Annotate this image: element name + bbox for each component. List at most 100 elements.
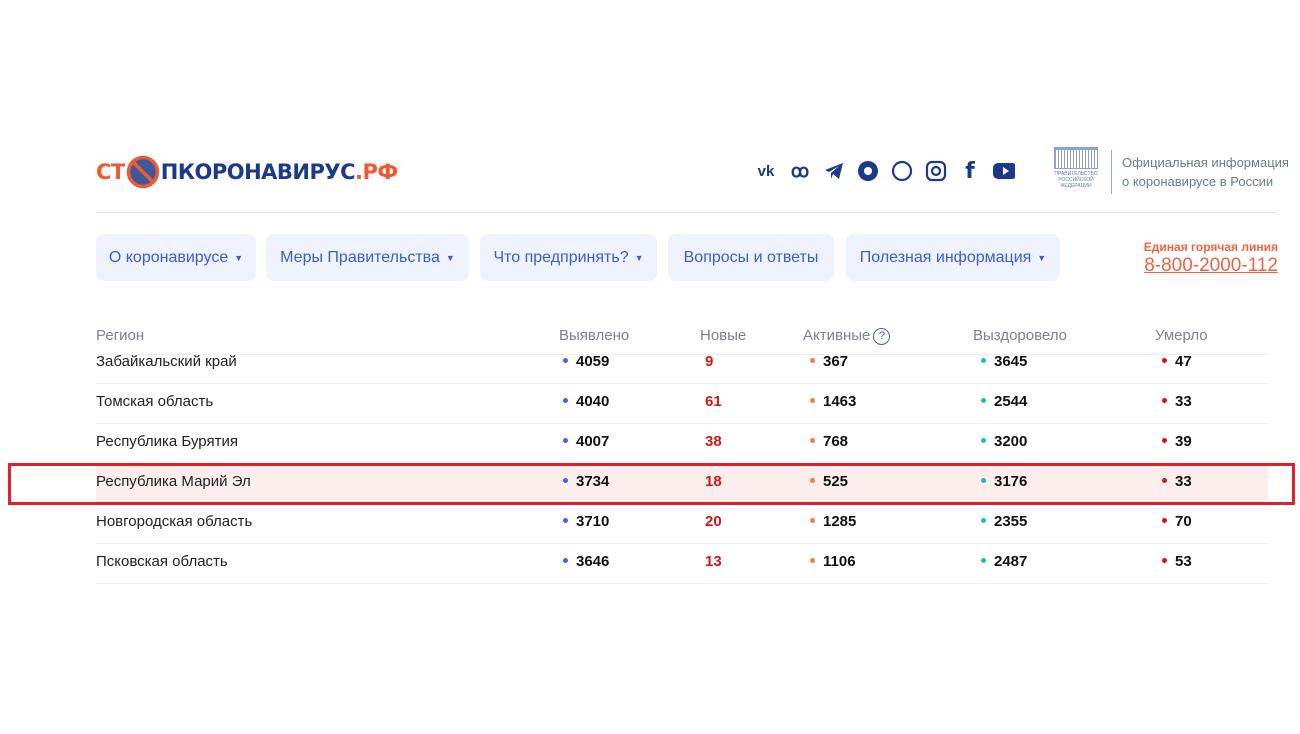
viber-icon[interactable] (891, 158, 913, 184)
status-dot-icon (810, 398, 815, 403)
table-row[interactable]: Забайкальский край 4059 9 367 3645 47 (96, 343, 1268, 383)
caret-down-icon: ▼ (234, 252, 244, 263)
youtube-icon[interactable] (993, 158, 1015, 184)
status-dot-icon (1162, 558, 1167, 563)
nav-about-coronavirus[interactable]: О коронавирусе ▼ (96, 234, 256, 281)
cell-died: 33 (1162, 473, 1192, 490)
cell-region: Республика Марий Эл (96, 473, 251, 490)
status-dot-icon (810, 518, 815, 523)
table-row[interactable]: Новгородская область 3710 20 1285 2355 70 (96, 503, 1268, 543)
header-recovered[interactable]: Выздоровело (973, 327, 1068, 344)
nav-government-measures[interactable]: Меры Правительства ▼ (266, 234, 469, 281)
facebook-icon[interactable]: f (965, 158, 975, 184)
caret-down-icon: ▼ (1037, 252, 1047, 263)
status-dot-icon (810, 358, 815, 363)
cell-new: 13 (705, 553, 722, 570)
caret-down-icon: ▼ (634, 252, 644, 263)
status-dot-icon (981, 558, 986, 563)
row-divider (96, 583, 1268, 584)
nav-what-to-do[interactable]: Что предпринять? ▼ (480, 234, 657, 281)
status-dot-icon (810, 478, 815, 483)
cell-region: Томская область (96, 393, 214, 410)
status-dot-icon (1162, 398, 1167, 403)
help-icon[interactable]: ? (873, 328, 891, 345)
header-new[interactable]: Новые (700, 327, 747, 344)
government-building-icon (1054, 147, 1098, 169)
cell-died: 70 (1162, 513, 1192, 530)
odnoklassniki-icon[interactable]: ꝏ (790, 160, 810, 181)
cell-recovered: 3176 (981, 473, 1027, 490)
nav-faq[interactable]: Вопросы и ответы (668, 234, 834, 281)
cell-died: 47 (1162, 353, 1192, 370)
cell-detected: 3734 (563, 473, 609, 490)
highlight-box (8, 463, 1295, 505)
header-active[interactable]: Активные? (803, 327, 891, 345)
row-divider (96, 543, 1268, 544)
cell-recovered: 3200 (981, 433, 1027, 450)
cell-active: 1463 (810, 393, 856, 410)
cell-active: 1285 (810, 513, 856, 530)
caret-down-icon: ▼ (445, 252, 455, 263)
table-row[interactable]: Томская область 4040 61 1463 2544 33 (96, 383, 1268, 423)
cell-died: 33 (1162, 393, 1192, 410)
cell-region: Республика Бурятия (96, 433, 238, 450)
status-dot-icon (1162, 358, 1167, 363)
cell-died: 53 (1162, 553, 1192, 570)
cell-active: 367 (810, 353, 848, 370)
government-emblem[interactable]: ПРАВИТЕЛЬСТВО РОССИЙСКОЙ ФЕДЕРАЦИИ (1050, 147, 1102, 193)
cell-detected: 3646 (563, 553, 609, 570)
cell-recovered: 2544 (981, 393, 1027, 410)
status-dot-icon (981, 518, 986, 523)
cell-new: 20 (705, 513, 722, 530)
status-dot-icon (1162, 478, 1167, 483)
status-dot-icon (563, 478, 568, 483)
table-row[interactable]: Республика Бурятия 4007 38 768 3200 39 (96, 423, 1268, 463)
yandex-zen-icon[interactable] (857, 158, 879, 184)
social-links: vk ꝏ f (755, 158, 1015, 184)
status-dot-icon (810, 558, 815, 563)
status-dot-icon (563, 438, 568, 443)
site-logo[interactable]: СТ ПКОРОНАВИРУС .РФ (96, 153, 398, 191)
cell-region: Псковская область (96, 553, 228, 570)
instagram-icon[interactable] (925, 158, 947, 184)
cell-detected: 4040 (563, 393, 609, 410)
nav-useful-info[interactable]: Полезная информация ▼ (846, 234, 1060, 281)
status-dot-icon (1162, 518, 1167, 523)
cell-recovered: 2355 (981, 513, 1027, 530)
cell-active: 1106 (810, 553, 856, 570)
table-row[interactable]: Псковская область 3646 13 1106 2487 53 (96, 543, 1268, 583)
row-divider (96, 354, 1268, 355)
status-dot-icon (563, 398, 568, 403)
header-died[interactable]: Умерло (1155, 327, 1208, 344)
cell-recovered: 2487 (981, 553, 1027, 570)
vk-icon[interactable]: vk (757, 162, 775, 180)
cell-detected: 4059 (563, 353, 609, 370)
cell-new: 38 (705, 433, 722, 450)
header-divider (96, 212, 1278, 213)
cell-new: 9 (705, 353, 714, 370)
official-info-text: Официальная информация о коронавирусе в … (1122, 155, 1289, 189)
cell-detected: 4007 (563, 433, 609, 450)
cell-region: Новгородская область (96, 513, 253, 530)
status-dot-icon (563, 358, 568, 363)
status-dot-icon (981, 438, 986, 443)
status-dot-icon (1162, 438, 1167, 443)
table-row[interactable]: Республика Марий Эл 3734 18 525 3176 33 (96, 463, 1268, 503)
status-dot-icon (563, 558, 568, 563)
cell-detected: 3710 (563, 513, 609, 530)
hotline-phone-link[interactable]: 8-800-2000-112 (1144, 255, 1278, 276)
cell-region: Забайкальский край (96, 353, 237, 370)
cell-active: 525 (810, 473, 848, 490)
header-detected[interactable]: Выявлено (559, 327, 630, 344)
cell-active: 768 (810, 433, 848, 450)
status-dot-icon (981, 358, 986, 363)
status-dot-icon (981, 478, 986, 483)
status-dot-icon (981, 398, 986, 403)
telegram-icon[interactable] (823, 158, 845, 184)
cell-died: 39 (1162, 433, 1192, 450)
row-divider (96, 383, 1268, 384)
divider (1111, 150, 1112, 194)
status-dot-icon (810, 438, 815, 443)
cell-new: 61 (705, 393, 722, 410)
stop-virus-icon (126, 155, 159, 189)
